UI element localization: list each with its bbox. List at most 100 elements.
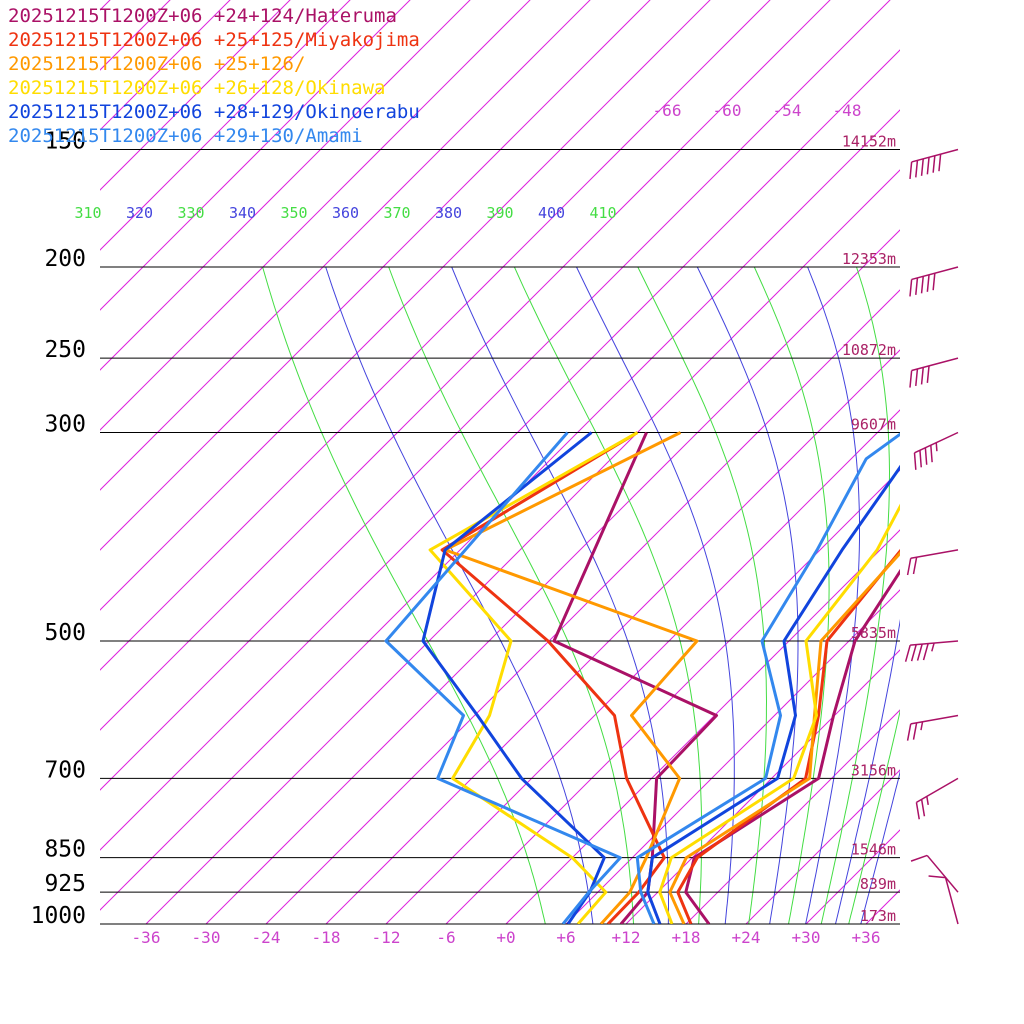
legend-entry: 20251215T1200Z+06 +29+130/Amami (8, 125, 363, 147)
sounding-profiles (384, 431, 900, 924)
temperature-line (684, 568, 900, 924)
isotherm-label: -54 (773, 101, 802, 120)
isobar-lines (100, 149, 900, 925)
legend-entry: 20251215T1200Z+06 +28+129/Okinoerabu (8, 101, 420, 123)
isotherm-line (100, 49, 900, 851)
theta-e-curve (637, 266, 768, 924)
theta-e-curve (820, 266, 891, 924)
pressure-label: 150 (44, 129, 86, 155)
isotherm-line (100, 0, 711, 611)
isotherm-line (100, 0, 771, 671)
isotherm-label: -48 (833, 101, 862, 120)
theta-e-curve (262, 266, 546, 924)
dewpoint-line (440, 431, 666, 924)
legend-entry: 20251215T1200Z+06 +24+124/Hateruma (8, 5, 397, 27)
theta-e-label: 330 (177, 204, 204, 222)
isotherm-line (445, 469, 900, 924)
theta-e-label: 370 (383, 204, 410, 222)
pressure-label: 1000 (31, 903, 86, 929)
height-label: 10872m (842, 341, 896, 359)
theta-e-curve (325, 266, 594, 924)
x-tick-label: +30 (792, 928, 821, 947)
isotherm-line (100, 0, 411, 311)
wind-barb (909, 148, 959, 180)
theta-e-label: 340 (229, 204, 256, 222)
isotherm-line (100, 0, 891, 791)
theta-e-curve (388, 266, 634, 924)
x-tick-label: -18 (312, 928, 341, 947)
theta-e-curve (513, 266, 703, 924)
temperature-line (668, 551, 900, 924)
theta-e-label: 350 (280, 204, 307, 222)
theta-e-curve (835, 267, 900, 924)
isotherm-line (100, 109, 900, 911)
isotherm-line (325, 349, 900, 924)
isotherm-line (100, 0, 531, 431)
isotherm-line (205, 229, 900, 924)
x-tick-label: -36 (132, 928, 161, 947)
x-tick-label: +24 (732, 928, 761, 947)
wind-barb (906, 714, 959, 741)
theta-e-curves (262, 266, 900, 924)
x-tick-label: -24 (252, 928, 281, 947)
theta-e-curve (576, 266, 735, 924)
theta-e-curve (753, 266, 830, 924)
pressure-label: 500 (44, 620, 86, 646)
dewpoint-line (384, 431, 622, 924)
axis-labels: 10016518m15014152m20012353m25010872m3009… (31, 101, 896, 947)
height-label: 839m (860, 875, 896, 893)
temperature-line (658, 503, 900, 924)
isotherm-label: -60 (713, 101, 742, 120)
isotherm-line (145, 169, 900, 924)
theta-e-curve (696, 266, 799, 924)
isotherm-line (100, 0, 591, 491)
legend-entry: 20251215T1200Z+06 +26+128/Okinawa (8, 77, 386, 99)
theta-e-label: 390 (486, 204, 513, 222)
wind-barb (904, 640, 959, 662)
temperature-line (646, 464, 900, 924)
theta-e-curve (860, 770, 900, 924)
x-tick-label: +18 (672, 928, 701, 947)
theta-e-label: 320 (126, 204, 153, 222)
isotherm-line (385, 409, 900, 924)
wind-barb (928, 875, 959, 925)
wind-barb (909, 357, 959, 388)
dewpoint-line (443, 431, 699, 924)
pressure-label: 700 (44, 757, 86, 783)
pressure-label: 925 (44, 871, 86, 897)
isotherm-line (505, 529, 900, 924)
pressure-label: 200 (44, 246, 86, 272)
isotherm-line (625, 649, 900, 924)
height-label: 14152m (842, 133, 896, 151)
isotherm-label: -66 (653, 101, 682, 120)
pressure-label: 250 (44, 337, 86, 363)
height-label: 12353m (842, 250, 896, 268)
dewpoint-line (428, 431, 639, 924)
height-label: 5835m (851, 624, 896, 642)
legend: 20251215T1200Z+06 +24+124/Hateruma 202512… (8, 4, 420, 148)
theta-e-label: 380 (435, 204, 462, 222)
isotherm-line (100, 0, 471, 371)
x-tick-label: +36 (852, 928, 881, 947)
wind-barb (915, 777, 959, 820)
x-tick-label: +12 (612, 928, 641, 947)
height-label: 1546m (851, 841, 896, 859)
height-label: 173m (860, 907, 896, 925)
height-label: 9607m (851, 415, 896, 433)
wind-barb (910, 854, 959, 893)
x-tick-label: +0 (496, 928, 515, 947)
isotherm-lines (100, 0, 900, 924)
x-tick-label: +6 (556, 928, 575, 947)
x-tick-label: -6 (436, 928, 455, 947)
isotherm-line (565, 589, 900, 924)
wind-barbs (904, 148, 959, 925)
legend-entry: 20251215T1200Z+06 +25+125/Miyakojima (8, 29, 420, 51)
legend-entry: 20251215T1200Z+06 +25+126/ (8, 53, 306, 75)
theta-e-label: 400 (538, 204, 565, 222)
x-tick-label: -12 (372, 928, 401, 947)
isotherm-line (100, 0, 351, 251)
theta-e-curve (848, 709, 900, 924)
wind-barb (913, 431, 959, 470)
pressure-label: 300 (44, 411, 86, 437)
